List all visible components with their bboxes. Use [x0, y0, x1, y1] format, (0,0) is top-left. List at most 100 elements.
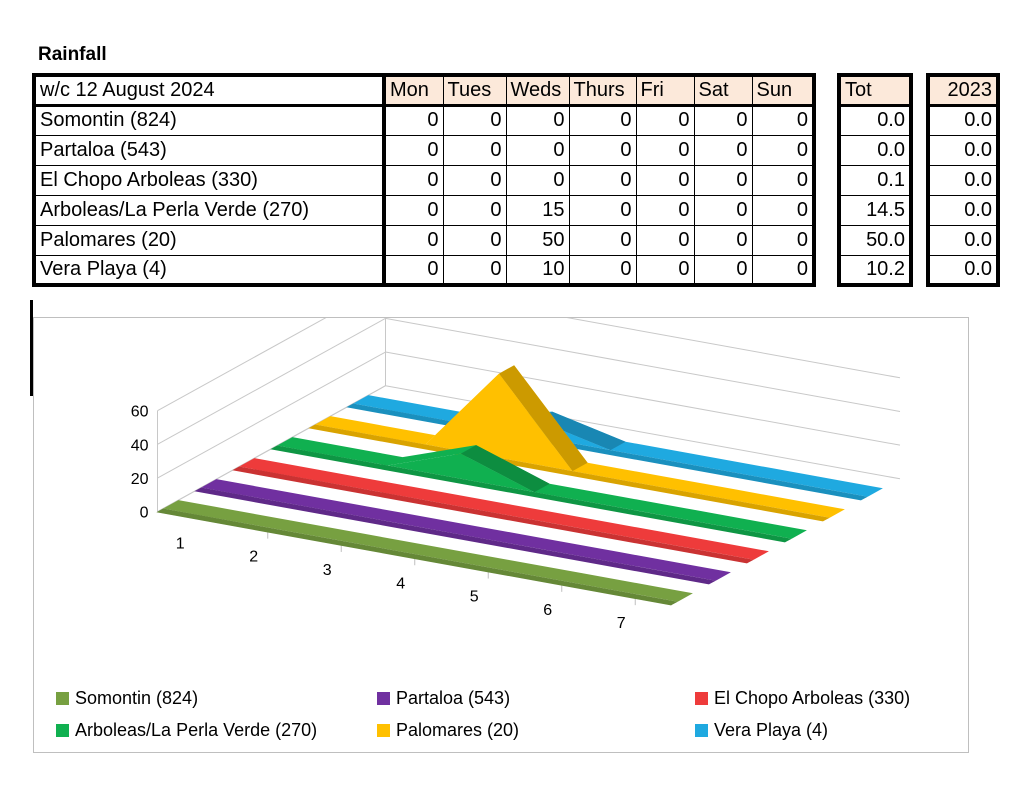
rainfall-cell: 0: [442, 194, 507, 226]
table-row: Partaloa (543) 0 0 0 0 0 0 0: [33, 134, 815, 166]
legend-label: Vera Playa (4): [714, 720, 829, 740]
rainfall-cell: 0: [383, 194, 444, 226]
chart-area: 0 20 40 60 1 2 3 4 5 6 7 Somontin (824) Partaloa (5…: [33, 317, 969, 753]
legend-swatch: [56, 692, 69, 705]
series-top-surface: [315, 365, 845, 518]
series-edge: [156, 508, 678, 606]
rainfall-cell: 0: [693, 104, 753, 136]
rainfall-cell: 0: [635, 134, 695, 166]
rainfall-cell: 0: [505, 164, 570, 196]
legend-label: Palomares (20): [396, 720, 520, 740]
rainfall-cell: 0: [751, 224, 815, 256]
rainfall-cell: 0: [568, 134, 637, 166]
x-tick-label: 2: [249, 549, 258, 566]
total-cell: 10.2: [838, 254, 912, 286]
day-header: Weds: [505, 74, 570, 107]
rainfall-cell: 0: [442, 224, 507, 256]
table-row: Arboleas/La Perla Verde (270) 0 0 15 0 0 0 0: [33, 194, 815, 226]
legend-label: Partaloa (543): [396, 688, 511, 708]
table-row: Somontin (824) 0 0 0 0 0 0 0: [33, 104, 815, 136]
back-gridline: [385, 351, 901, 446]
legend-entry: El Chopo Arboleas (330): [695, 688, 910, 709]
total-cell: 14.5: [838, 194, 912, 226]
table-row: Vera Playa (4) 0 0 10 0 0 0 0: [33, 254, 815, 286]
station-name: El Chopo Arboleas (330): [33, 164, 386, 196]
rainfall-cell: 0: [693, 164, 753, 196]
series-top-surface: [277, 437, 807, 539]
page-title: Rainfall: [38, 44, 107, 65]
series-slope-face: [499, 365, 588, 472]
series-edge: [232, 466, 754, 564]
side-gridline: [157, 318, 386, 445]
total-cell: 0.0: [838, 104, 912, 136]
rainfall-cell: 0: [693, 224, 753, 256]
total-cell: 0.1: [838, 164, 912, 196]
rainfall-cell: 10: [505, 254, 570, 286]
total-cell: 50.0: [838, 224, 912, 256]
total-cell: 0.0: [838, 134, 912, 166]
rainfall-cell: 0: [635, 254, 695, 286]
day-header: Sun: [751, 74, 815, 107]
rainfall-cell: 0: [751, 134, 815, 166]
station-name: Somontin (824): [33, 104, 386, 136]
side-gridline: [157, 351, 386, 479]
total-table: Tot 0.0 0.0 0.1 14.5 50.0 10.2: [837, 73, 913, 287]
legend-swatch: [695, 692, 708, 705]
y-tick-label: 40: [131, 437, 149, 454]
legend-label: El Chopo Arboleas (330): [714, 688, 911, 708]
legend-swatch: [377, 724, 390, 737]
series-ribbon: [232, 458, 769, 564]
legend-entry: Palomares (20): [377, 720, 519, 741]
rainfall-cell: 0: [693, 194, 753, 226]
rainfall-cell: 0: [635, 104, 695, 136]
series-edge: [270, 445, 792, 543]
x-tick-label: 5: [470, 589, 479, 606]
rainfall-cell: 15: [505, 194, 570, 226]
previous-year-table: 2023 0.0 0.0 0.0 0.0 0.0 0.0: [926, 73, 1000, 287]
table-border-line: [30, 300, 33, 396]
rainfall-cell: 0: [635, 194, 695, 226]
rainfall-cell: 0: [442, 104, 507, 136]
back-gridline: [385, 318, 901, 412]
previous-year-cell: 0.0: [927, 224, 999, 256]
table-row: Palomares (20) 0 0 50 0 0 0 0: [33, 224, 815, 256]
series-slope-face: [537, 411, 626, 451]
week-label: w/c 12 August 2024: [33, 74, 386, 107]
series-edge: [194, 487, 716, 585]
rainfall-cell: 0: [751, 194, 815, 226]
series-slope-face: [460, 445, 550, 493]
rainfall-cell: 0: [442, 134, 507, 166]
y-tick-label: 0: [140, 505, 149, 522]
station-name: Arboleas/La Perla Verde (270): [33, 194, 386, 226]
series-ribbon: [270, 437, 807, 543]
legend-label: Arboleas/La Perla Verde (270): [75, 720, 318, 740]
rainfall-cell: 0: [568, 224, 637, 256]
series-ribbon: [194, 479, 731, 585]
x-tick-label: 3: [323, 562, 332, 579]
day-header: Tues: [442, 74, 507, 107]
previous-year-cell: 0.0: [927, 254, 999, 286]
rainfall-chart: 0 20 40 60 1 2 3 4 5 6 7: [131, 318, 901, 632]
day-header: Fri: [635, 74, 695, 107]
y-tick-label: 20: [131, 471, 149, 488]
legend-swatch: [695, 724, 708, 737]
rainfall-cell: 0: [383, 134, 444, 166]
rainfall-cell: 0: [505, 134, 570, 166]
day-header: Mon: [383, 74, 444, 107]
day-header: Sat: [693, 74, 753, 107]
series-ribbon: [156, 500, 693, 606]
y-tick-label: 60: [131, 404, 149, 421]
rainfall-cell: 0: [751, 254, 815, 286]
rainfall-cell: 50: [505, 224, 570, 256]
rainfall-cell: 0: [693, 254, 753, 286]
series-ribbon: [308, 365, 845, 522]
x-tick-label: 1: [176, 535, 185, 552]
station-name: Vera Playa (4): [33, 254, 386, 286]
rainfall-cell: 0: [568, 194, 637, 226]
rainfall-cell: 0: [383, 164, 444, 196]
rainfall-cell: 0: [568, 104, 637, 136]
legend-entry: Arboleas/La Perla Verde (270): [56, 720, 317, 741]
table-header-row: w/c 12 August 2024 Mon Tues Weds Thurs F…: [33, 74, 815, 107]
station-name: Palomares (20): [33, 224, 386, 256]
legend-swatch: [56, 724, 69, 737]
